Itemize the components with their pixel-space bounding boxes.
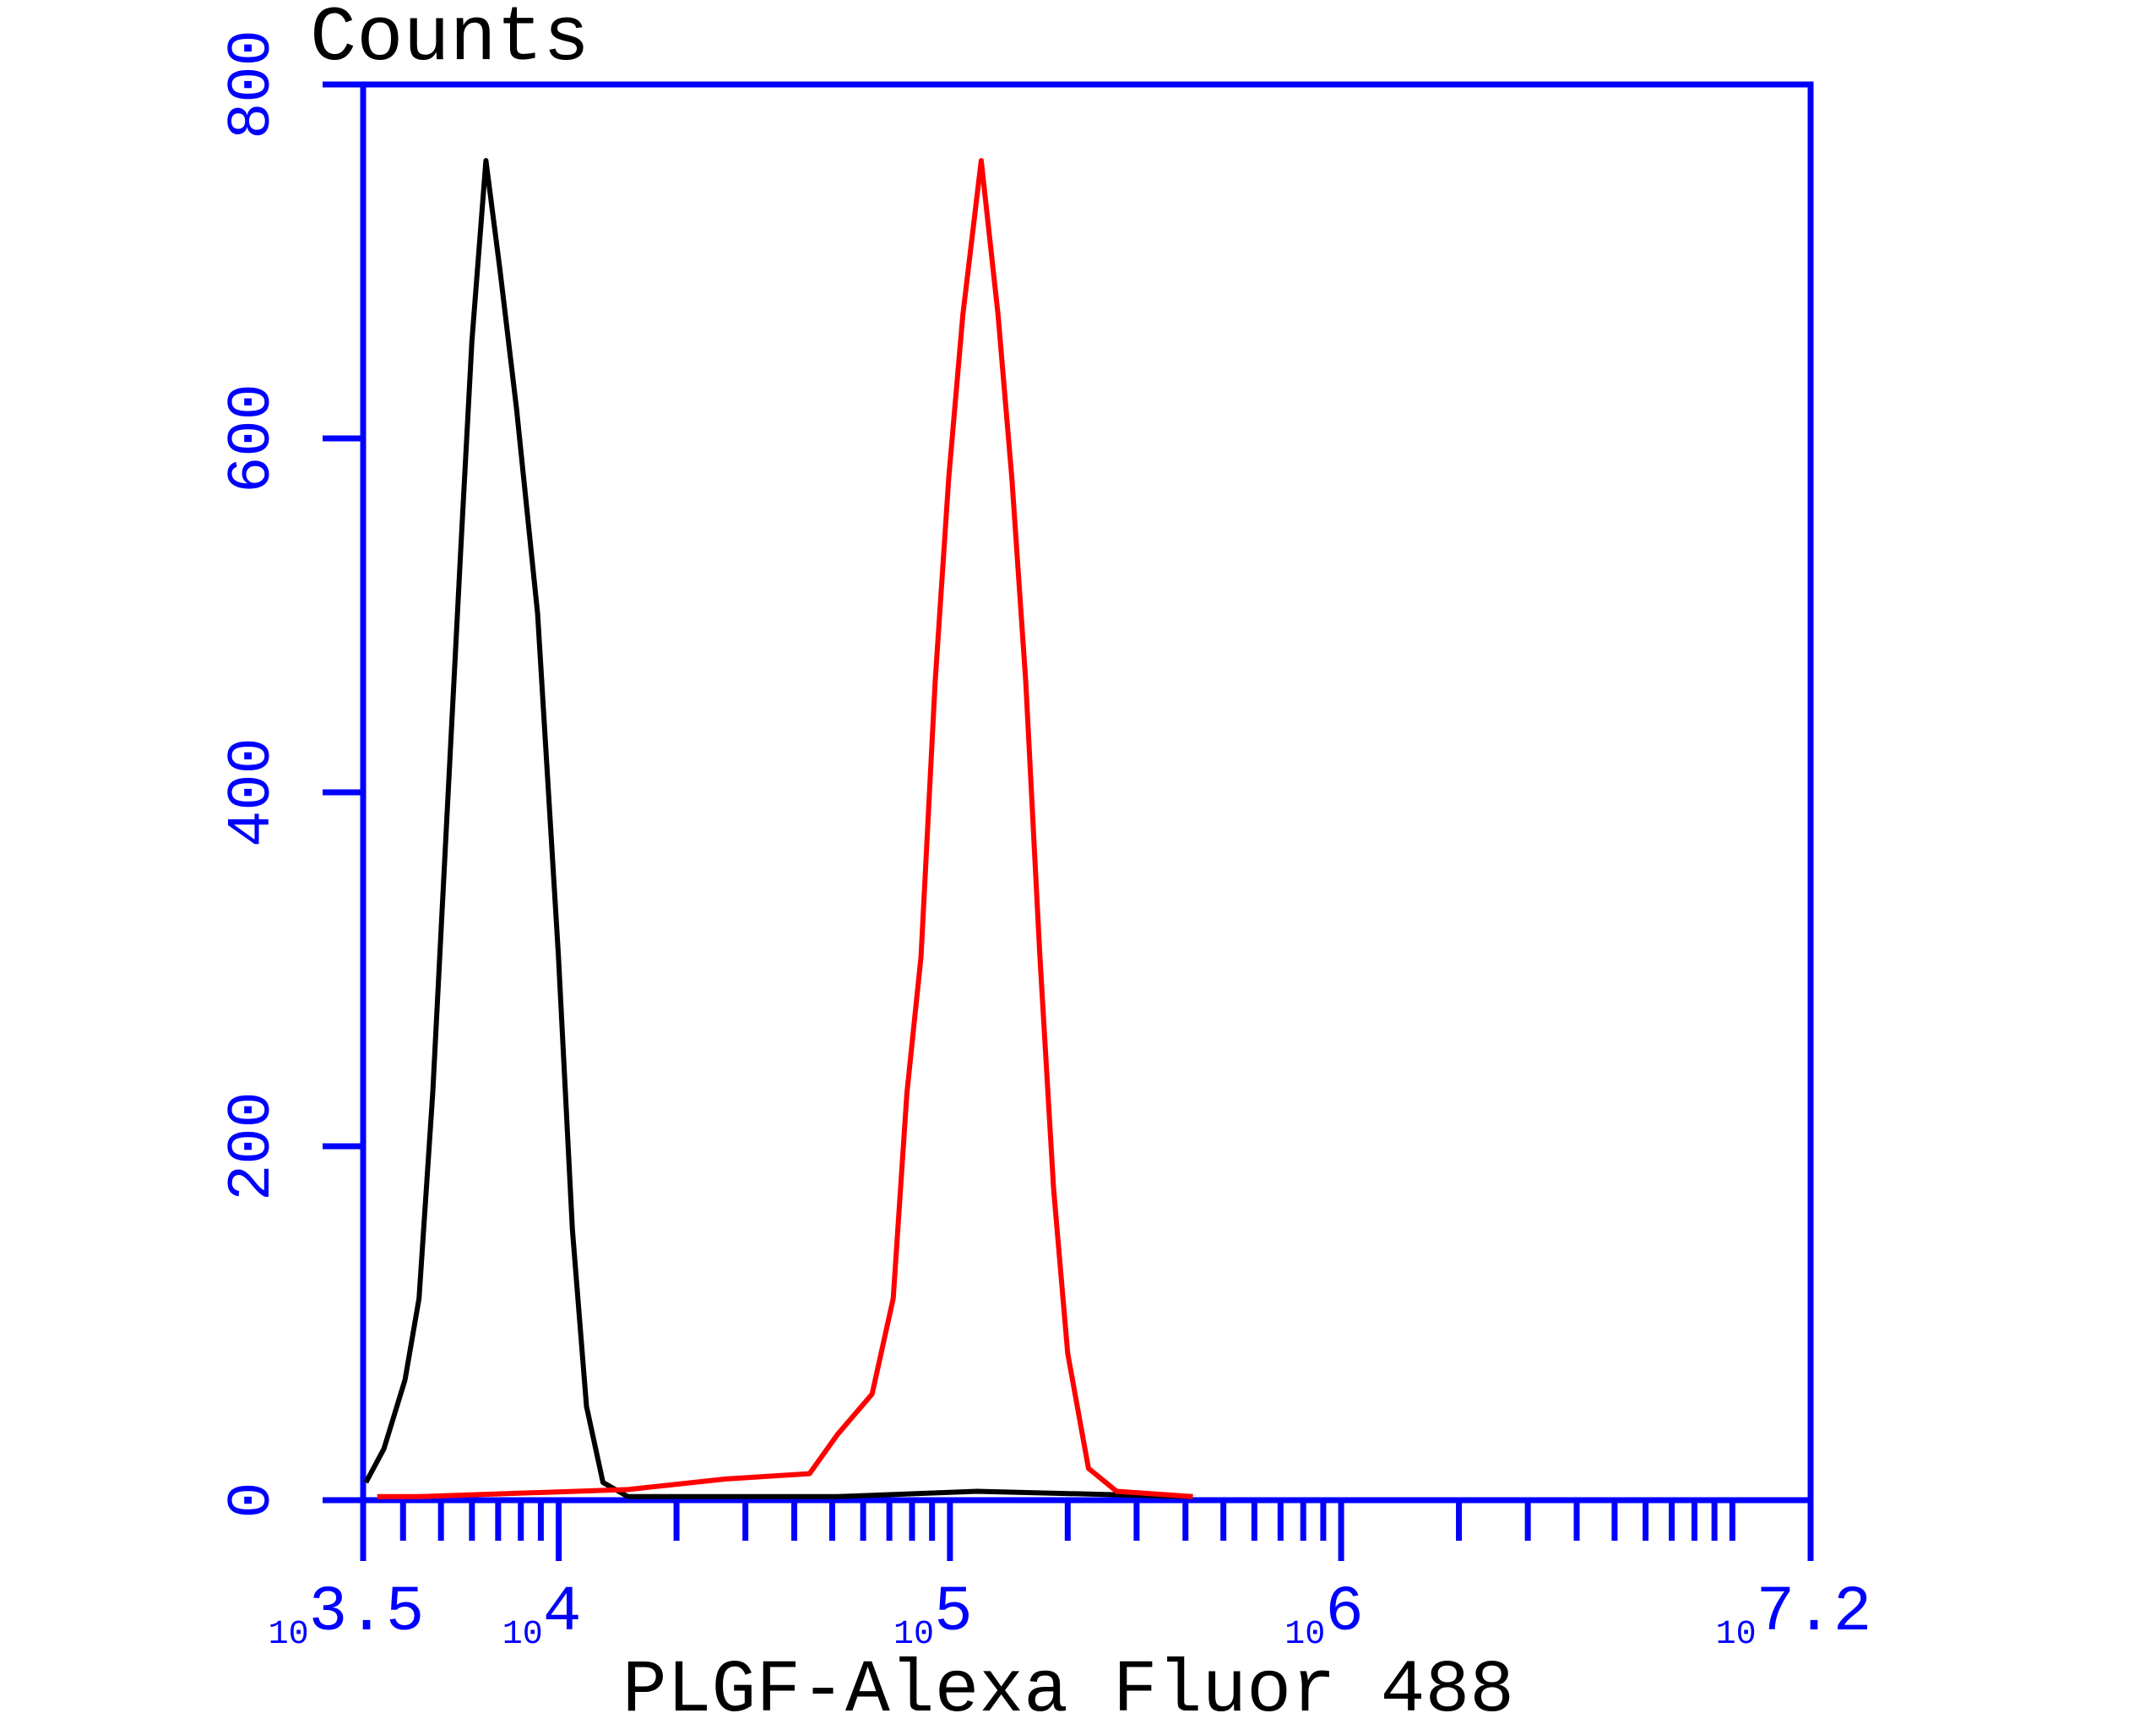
y-axis-label: Counts bbox=[310, 0, 589, 83]
x-tick-label: 107.2 bbox=[1716, 1576, 1872, 1654]
y-tick-label: 600 bbox=[218, 383, 287, 493]
x-axis-label: PLGF-Alexa Fluor 488 bbox=[622, 1650, 1514, 1733]
y-tick-label: 0 bbox=[218, 1482, 287, 1518]
y-tick-label: 200 bbox=[218, 1091, 287, 1201]
series-line bbox=[377, 158, 1193, 1499]
x-tick-label: 103.5 bbox=[269, 1576, 425, 1654]
series-line bbox=[363, 158, 1193, 1499]
y-tick-label: 800 bbox=[218, 30, 287, 139]
x-tick-label: 104 bbox=[502, 1576, 582, 1654]
x-tick-label: 106 bbox=[1284, 1576, 1364, 1654]
y-tick-label: 400 bbox=[218, 737, 287, 847]
x-tick-label: 105 bbox=[893, 1576, 973, 1654]
